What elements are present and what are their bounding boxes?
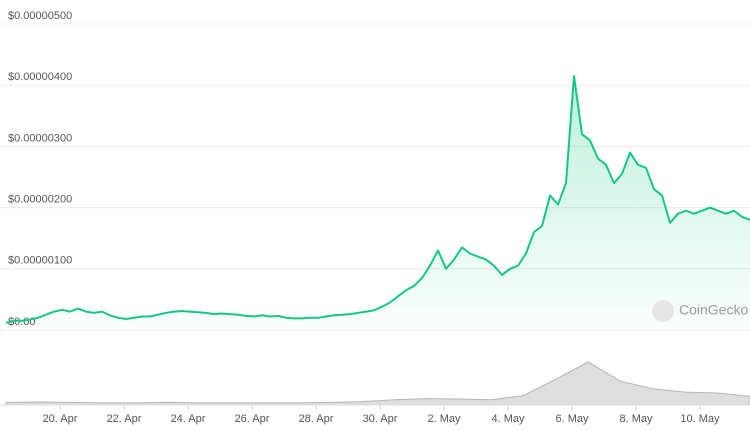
price-line — [5, 75, 750, 324]
y-tick-label: $0.00000100 — [8, 255, 72, 267]
x-tick-label: 22. Apr — [107, 413, 142, 425]
x-tick-label: 24. Apr — [171, 413, 206, 425]
x-tick-label: 8. May — [619, 413, 653, 425]
x-tick-label: 30. Apr — [363, 413, 398, 425]
y-tick-label: $0.00000300 — [8, 132, 72, 144]
price-area — [6, 76, 750, 330]
watermark-text: CoinGecko — [679, 302, 748, 318]
x-tick-label: 10. May — [680, 413, 720, 425]
x-tick-label: 4. May — [491, 413, 525, 425]
y-tick-label: $0.00000200 — [8, 194, 72, 206]
y-tick-label: $0.00000500 — [8, 10, 72, 22]
x-tick-label: 6. May — [555, 413, 589, 425]
volume-area — [5, 361, 750, 406]
watermark-logo — [652, 300, 674, 322]
y-tick-label: $0.00000400 — [8, 71, 72, 83]
x-tick-label: 28. Apr — [299, 413, 334, 425]
x-tick-label: 20. Apr — [43, 413, 78, 425]
x-tick-label: 26. Apr — [235, 413, 270, 425]
x-tick-label: 2. May — [427, 413, 461, 425]
watermark: CoinGecko — [652, 300, 748, 322]
